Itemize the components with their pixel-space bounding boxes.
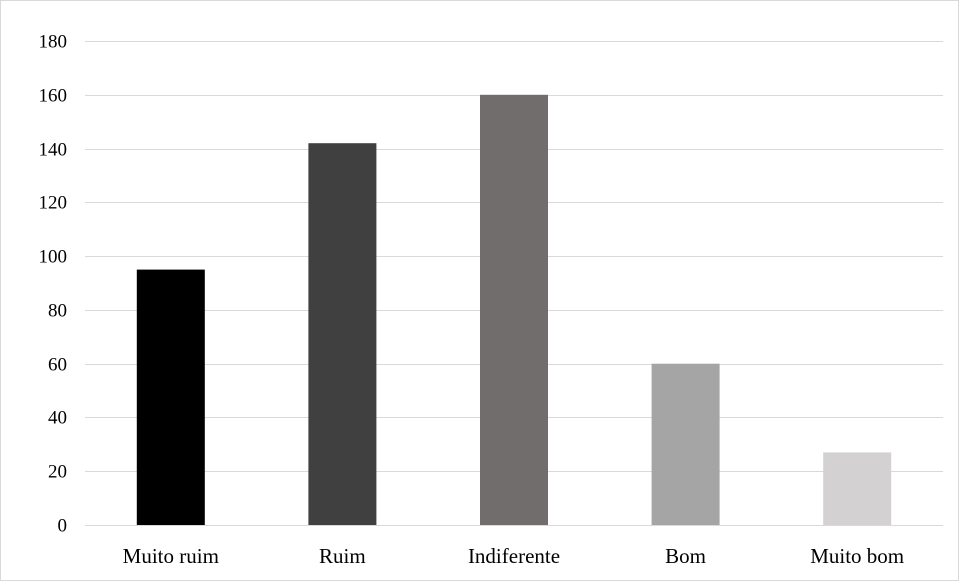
y-tick-label: 20 xyxy=(48,462,67,483)
x-tick-label: Ruim xyxy=(319,544,366,568)
bar-muito-ruim xyxy=(136,269,205,525)
y-tick-label: 60 xyxy=(48,355,67,376)
x-tick-label: Muito ruim xyxy=(123,544,219,568)
bar-muito-bom xyxy=(823,452,892,525)
y-tick-label: 80 xyxy=(48,301,67,322)
y-tick-label: 140 xyxy=(39,140,68,161)
bar-indiferente xyxy=(480,94,548,526)
y-tick-label: 160 xyxy=(39,86,68,107)
bar-bom xyxy=(651,363,720,525)
y-axis-ticks: 0 20 40 60 80 100 120 140 160 180 xyxy=(39,32,68,537)
x-tick-label: Indiferente xyxy=(468,544,560,568)
y-tick-label: 40 xyxy=(48,408,67,429)
y-tick-label: 120 xyxy=(39,193,68,214)
x-tick-label: Muito bom xyxy=(810,544,904,568)
bar-ruim xyxy=(308,143,377,525)
y-tick-label: 100 xyxy=(39,247,68,268)
y-tick-label: 180 xyxy=(39,32,68,53)
x-axis-ticks: Muito ruim Ruim Indiferente Bom Muito bom xyxy=(123,544,905,568)
bars xyxy=(136,94,892,526)
x-tick-label: Bom xyxy=(665,544,706,568)
y-tick-label: 0 xyxy=(58,516,68,537)
